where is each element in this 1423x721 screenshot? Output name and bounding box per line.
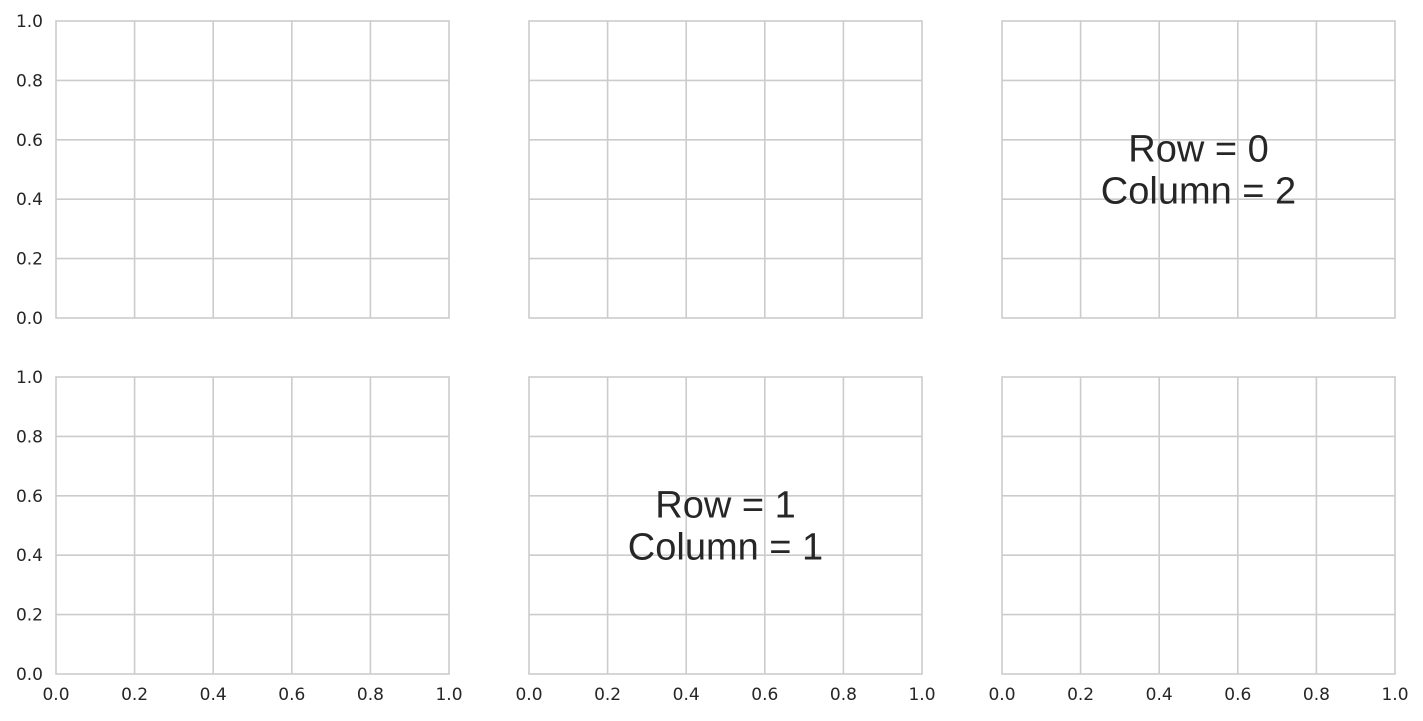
axes-frame: [528, 20, 923, 319]
axes-frame: [55, 20, 450, 319]
x-tick-label: 0.8: [1303, 685, 1330, 705]
y-tick-label: 0.8: [16, 427, 43, 447]
axes-frame: [1001, 20, 1396, 319]
subplot-r1-c0: 0.0 0.2 0.4 0.6 0.8 1.0 0.0 0.2 0.4 0.6 0.8 1.0: [16, 368, 463, 705]
x-tick-label: 1.0: [1381, 685, 1408, 705]
x-tick-label: 0.6: [751, 685, 778, 705]
subplot-r0-c1: [528, 20, 923, 319]
panel-annotation: Column = 2: [1101, 171, 1296, 213]
x-tick-label: 0.2: [121, 685, 148, 705]
panel-annotation: Row = 1: [655, 485, 795, 527]
x-tick-label: 0.0: [42, 685, 69, 705]
subplot-r0-c0: 0.0 0.2 0.4 0.6 0.8 1.0: [16, 12, 450, 329]
x-tick-label: 1.0: [435, 685, 462, 705]
x-tick-label: 0.2: [594, 685, 621, 705]
axes-frame: [1001, 376, 1396, 675]
panel-annotation: Column = 1: [628, 527, 823, 569]
y-tick-label: 0.2: [16, 250, 43, 270]
x-tick-label: 0.4: [1146, 685, 1173, 705]
y-tick-label: 0.4: [16, 546, 43, 566]
subplot-r1-c2: 0.0 0.2 0.4 0.6 0.8 1.0: [988, 376, 1409, 705]
y-tick-label: 0.4: [16, 190, 43, 210]
x-tick-label: 0.8: [357, 685, 384, 705]
y-tick-label: 0.0: [16, 665, 43, 685]
y-tick-label: 0.6: [16, 131, 43, 151]
y-tick-label: 0.8: [16, 71, 43, 91]
x-tick-label: 0.0: [988, 685, 1015, 705]
y-tick-label: 1.0: [16, 368, 43, 388]
panel-annotation: Row = 0: [1128, 129, 1268, 171]
x-tick-label: 0.6: [278, 685, 305, 705]
x-tick-label: 0.4: [200, 685, 227, 705]
x-tick-label: 0.4: [673, 685, 700, 705]
x-tick-label: 0.8: [830, 685, 857, 705]
x-tick-label: 0.2: [1067, 685, 1094, 705]
y-tick-label: 0.6: [16, 487, 43, 507]
y-tick-label: 0.2: [16, 606, 43, 626]
y-tick-label: 0.0: [16, 309, 43, 329]
axes-frame: [528, 376, 923, 675]
x-tick-label: 0.0: [515, 685, 542, 705]
x-tick-label: 1.0: [908, 685, 935, 705]
axes-frame: [55, 376, 450, 675]
x-tick-label: 0.6: [1224, 685, 1251, 705]
y-tick-label: 1.0: [16, 12, 43, 32]
